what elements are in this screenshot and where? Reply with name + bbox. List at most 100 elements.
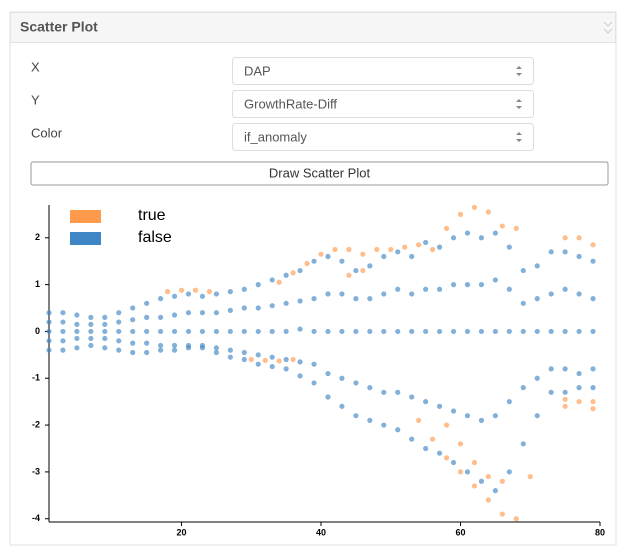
point xyxy=(471,459,478,466)
point xyxy=(471,204,478,210)
point xyxy=(144,349,150,356)
point xyxy=(436,286,443,292)
point xyxy=(157,296,164,302)
y-tick-label: -2 xyxy=(32,419,40,429)
point xyxy=(130,317,136,323)
point xyxy=(88,328,94,335)
point xyxy=(548,328,554,335)
point xyxy=(576,253,582,260)
point xyxy=(144,328,150,335)
select-box[interactable] xyxy=(232,90,534,118)
point xyxy=(74,312,80,318)
point xyxy=(464,469,471,475)
point xyxy=(297,267,303,274)
point xyxy=(499,478,505,484)
select-value[interactable]: GrowthRate-Diff xyxy=(244,96,337,111)
point xyxy=(436,244,443,250)
point xyxy=(144,314,150,320)
point xyxy=(353,413,359,419)
point xyxy=(590,242,596,248)
select-box[interactable] xyxy=(232,57,534,85)
point xyxy=(227,307,233,313)
point xyxy=(450,459,457,466)
point xyxy=(381,389,387,395)
point xyxy=(283,272,289,278)
point xyxy=(46,310,52,316)
point xyxy=(457,211,464,217)
select-box[interactable] xyxy=(232,123,534,151)
point xyxy=(325,253,331,260)
legend-label: false xyxy=(138,229,172,246)
point xyxy=(60,328,66,335)
point xyxy=(506,399,512,405)
point xyxy=(527,473,533,480)
select-value[interactable]: if_anomaly xyxy=(244,129,307,144)
point xyxy=(241,356,247,363)
point xyxy=(283,366,289,372)
point xyxy=(367,385,373,391)
point xyxy=(485,209,492,215)
legend-swatch xyxy=(70,232,101,245)
y-tick-label: 2 xyxy=(35,232,40,242)
point xyxy=(185,345,192,351)
point xyxy=(262,357,268,364)
point xyxy=(443,225,450,232)
point xyxy=(513,225,519,232)
point xyxy=(590,385,596,391)
point xyxy=(255,361,261,367)
point xyxy=(590,328,596,335)
point xyxy=(464,230,471,236)
point xyxy=(436,450,443,456)
point xyxy=(311,328,317,335)
point xyxy=(381,291,387,297)
point xyxy=(562,249,568,255)
point xyxy=(276,358,282,364)
point xyxy=(381,328,387,335)
point xyxy=(548,249,554,255)
point xyxy=(478,478,485,484)
point xyxy=(367,417,373,423)
point xyxy=(443,422,450,428)
point xyxy=(353,267,359,274)
point xyxy=(116,347,122,353)
button-label[interactable]: Draw Scatter Plot xyxy=(269,165,371,180)
point xyxy=(548,291,554,297)
point xyxy=(360,267,366,274)
point xyxy=(213,310,219,316)
point xyxy=(269,303,275,309)
point xyxy=(102,321,108,328)
point xyxy=(339,375,345,381)
field-label: X xyxy=(31,59,40,74)
point xyxy=(171,312,178,318)
point xyxy=(450,408,457,414)
point xyxy=(346,246,352,253)
point xyxy=(157,347,164,353)
point xyxy=(499,223,505,229)
point xyxy=(269,277,275,283)
point xyxy=(46,328,52,335)
point xyxy=(436,403,443,409)
point xyxy=(576,328,582,335)
point xyxy=(102,314,108,320)
draw-button[interactable] xyxy=(30,161,609,186)
point xyxy=(185,291,192,297)
point xyxy=(227,354,233,360)
collapse-icon[interactable] xyxy=(603,21,613,34)
point xyxy=(471,483,478,489)
point xyxy=(157,342,164,349)
select-value[interactable]: DAP xyxy=(244,63,271,78)
point xyxy=(318,251,324,257)
point xyxy=(367,328,373,335)
point xyxy=(492,328,498,335)
point xyxy=(130,305,136,311)
point xyxy=(562,235,568,241)
point xyxy=(283,328,289,335)
point xyxy=(171,342,178,349)
point xyxy=(102,345,108,351)
point xyxy=(290,356,296,363)
point xyxy=(297,373,303,379)
point xyxy=(416,417,422,423)
point xyxy=(185,328,192,335)
point xyxy=(255,305,261,311)
point xyxy=(74,345,80,351)
